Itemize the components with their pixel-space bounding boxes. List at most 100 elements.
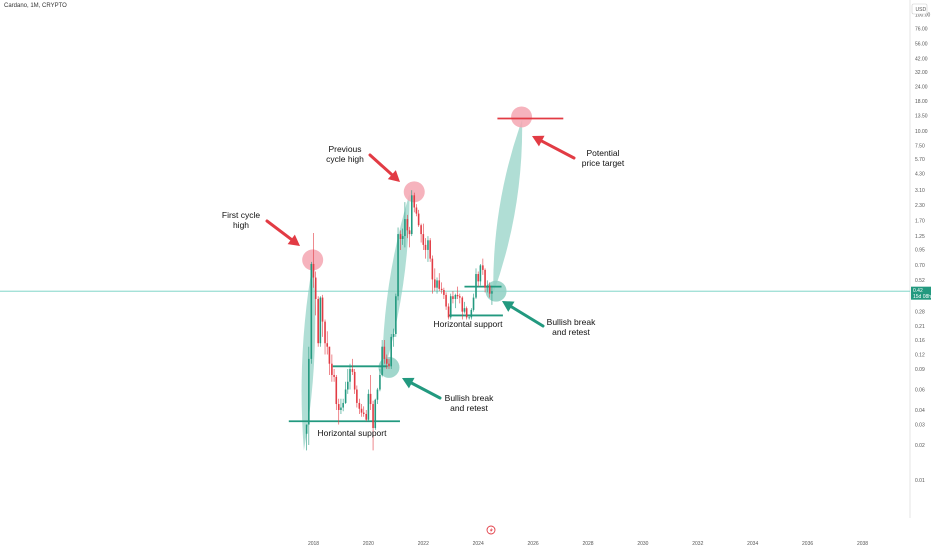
candle-body-71 xyxy=(465,308,468,318)
x-tick-label-11: 2038 xyxy=(857,541,868,547)
candle-body-8 xyxy=(321,297,324,322)
candle-body-57 xyxy=(434,279,436,288)
x-tick-label-6: 2028 xyxy=(582,541,593,547)
candle-body-5 xyxy=(314,277,317,299)
background-layer xyxy=(0,0,911,518)
y-tick-label-14: 2.30 xyxy=(915,203,925,209)
candle-body-28 xyxy=(367,393,370,420)
candle-body-42 xyxy=(399,234,402,239)
candle-body-53 xyxy=(424,244,427,250)
event-flash-icon xyxy=(486,525,496,535)
y-tick-label-6: 24.00 xyxy=(915,85,928,91)
arrow-bullish-break-2 xyxy=(502,301,545,328)
candle-body-46 xyxy=(408,230,411,235)
x-tick-label-2: 2020 xyxy=(363,541,374,547)
candle-body-43 xyxy=(401,236,404,239)
x-tick-label-9: 2034 xyxy=(747,541,758,547)
candle-body-72 xyxy=(468,317,470,319)
y-tick-label-25: 0.06 xyxy=(915,387,925,393)
y-tick-label-12: 4.30 xyxy=(915,171,925,177)
candle-body-73 xyxy=(470,309,473,318)
candle-body-20 xyxy=(349,369,351,382)
candle-body-77 xyxy=(479,265,482,282)
candle-body-60 xyxy=(440,288,443,290)
support-lines xyxy=(288,117,564,423)
y-tick-label-13: 3.10 xyxy=(915,188,925,194)
x-tick-label-1: 2018 xyxy=(308,541,319,547)
candle-body-48 xyxy=(413,195,416,208)
y-tick-label-9: 10.00 xyxy=(915,129,928,135)
annotation-arrows xyxy=(265,135,576,400)
y-tick-label-22: 0.16 xyxy=(915,338,925,344)
candle-body-35 xyxy=(383,346,386,359)
candle-body-63 xyxy=(447,306,450,318)
candle-body-65 xyxy=(452,296,454,299)
y-tick-label-3: 56.00 xyxy=(915,42,928,48)
candle-body-82 xyxy=(491,291,493,294)
candle-body-75 xyxy=(475,274,477,298)
candle-body-44 xyxy=(404,219,406,237)
candle-body-54 xyxy=(427,240,429,250)
annotation-horizontal-support-2: Horizontal support xyxy=(434,319,504,329)
candle-body-33 xyxy=(379,374,381,390)
y-tick-label-19: 0.52 xyxy=(915,278,925,284)
y-tick-label-1: 100.00 xyxy=(915,12,931,18)
candle-body-29 xyxy=(369,393,372,405)
y-tick-label-18: 0.70 xyxy=(915,263,925,269)
candle-body-32 xyxy=(376,389,379,400)
currency-box xyxy=(911,3,928,15)
candle-body-19 xyxy=(347,381,349,390)
candle-body-68 xyxy=(459,296,461,298)
candle-body-58 xyxy=(436,280,438,288)
y-tick-label-5: 32.00 xyxy=(915,70,928,76)
y-tick-label-10: 7.50 xyxy=(915,143,925,149)
price-countdown-label: 15d 08h xyxy=(913,294,931,300)
x-tick-label-10: 2036 xyxy=(802,541,813,547)
y-tick-label-2: 76.00 xyxy=(915,26,928,32)
axes: 100.00 76.00 56.00 42.00 32.00 24.00 18.00 13.5… xyxy=(308,3,931,547)
candle-body-3 xyxy=(310,263,313,359)
candle-body-31 xyxy=(374,399,377,429)
x-tick-label-3: 2022 xyxy=(418,541,429,547)
y-tick-label-29: 0.01 xyxy=(915,478,925,484)
annotation-bullish-break-2: Bullish break and retest xyxy=(547,317,596,337)
projection-curve-cycle-3 xyxy=(493,119,523,294)
candle-body-59 xyxy=(438,280,441,289)
candle-body-21 xyxy=(351,369,354,372)
candle-body-55 xyxy=(429,240,431,259)
x-tick-label-5: 2026 xyxy=(528,541,539,547)
candle-body-49 xyxy=(415,207,418,214)
candle-body-24 xyxy=(358,402,361,409)
candle-body-76 xyxy=(477,274,479,282)
annotation-previous-cycle-high: Previous cycle high xyxy=(326,144,364,164)
candle-body-6 xyxy=(317,298,319,344)
candle-body-81 xyxy=(488,285,491,294)
candle-body-40 xyxy=(395,296,397,334)
candle-body-2 xyxy=(308,358,310,425)
highlight-circle-1 xyxy=(302,249,324,271)
y-tick-label-17: 0.95 xyxy=(915,248,925,254)
candle-body-78 xyxy=(482,265,484,270)
candle-body-66 xyxy=(454,294,457,299)
highlight-circle-2 xyxy=(403,181,425,203)
y-tick-label-21: 0.21 xyxy=(915,324,925,330)
candle-body-38 xyxy=(390,336,392,367)
candle-body-23 xyxy=(356,389,358,403)
currency-label: USD xyxy=(916,7,927,13)
candle-body-26 xyxy=(362,412,365,414)
y-tick-label-20: 0.28 xyxy=(915,309,925,315)
annotation-potential-target: Potential price target xyxy=(582,148,625,168)
x-tick-label-4: 2024 xyxy=(473,541,484,547)
candle-body-30 xyxy=(372,404,374,429)
candle-body-79 xyxy=(484,269,486,288)
candle-body-11 xyxy=(328,346,331,364)
candle-body-52 xyxy=(422,234,425,245)
annotation-first-cycle-high: First cycle high xyxy=(222,210,261,230)
candle-body-56 xyxy=(431,258,434,280)
candle-body-34 xyxy=(381,346,383,375)
candle-body-16 xyxy=(340,407,342,410)
annotation-texts: First cycle high Previous cycle high Potenti… xyxy=(222,144,625,438)
current-price-label: 0.42 xyxy=(913,288,923,294)
candle-body-12 xyxy=(331,363,333,375)
